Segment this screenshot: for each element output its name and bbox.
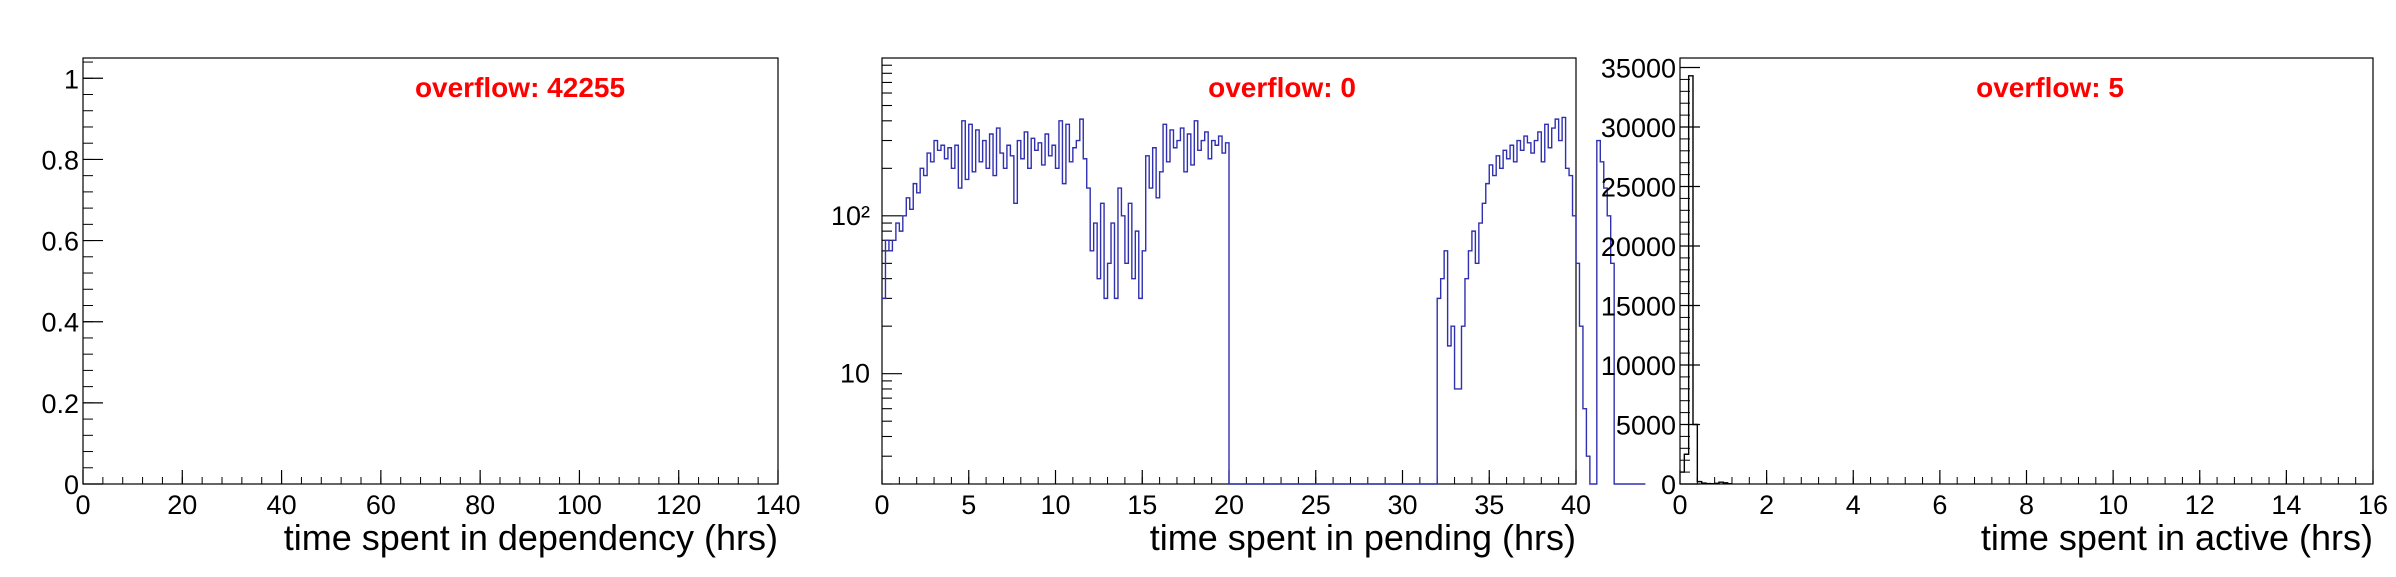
histogram-line [1680, 75, 1732, 485]
x-tick-label: 120 [656, 490, 701, 520]
x-tick-label: 80 [465, 490, 495, 520]
overflow-annotation: overflow: 42255 [415, 72, 625, 103]
x-tick-label: 0 [75, 490, 90, 520]
x-tick-label: 4 [1846, 490, 1861, 520]
y-tick-label: 20000 [1601, 232, 1676, 262]
x-tick-label: 35 [1474, 490, 1504, 520]
y-tick-label: 0.4 [41, 308, 79, 338]
x-tick-label: 60 [366, 490, 396, 520]
x-tick-label: 10 [2098, 490, 2128, 520]
x-tick-label: 40 [1561, 490, 1591, 520]
x-tick-label: 5 [961, 490, 976, 520]
x-tick-label: 20 [1214, 490, 1244, 520]
x-tick-label: 12 [2185, 490, 2215, 520]
plot-frame [1679, 57, 2374, 485]
x-axis-title: time spent in pending (hrs) [1150, 517, 1576, 558]
y-tick-label: 0.8 [41, 145, 79, 175]
y-tick-label: 10000 [1601, 351, 1676, 381]
x-tick-label: 2 [1759, 490, 1774, 520]
x-axis-title: time spent in active (hrs) [1981, 517, 2373, 558]
plot-frame [82, 57, 779, 485]
y-tick-label: 0 [64, 470, 79, 500]
chart-panel-2: 0 5 10 15 20 25 30 35 40 10 10² overflow: 0 time spe… [831, 57, 1646, 558]
x-tick-label: 10 [1040, 490, 1070, 520]
y-tick-label: 15000 [1601, 292, 1676, 322]
y-tick-label: 0 [1661, 470, 1676, 500]
x-tick-label: 0 [874, 490, 889, 520]
x-tick-label: 30 [1387, 490, 1417, 520]
x-tick-label: 100 [557, 490, 602, 520]
y-tick-label: 35000 [1601, 54, 1676, 84]
y-tick-label: 0.2 [41, 389, 79, 419]
x-tick-label: 14 [2271, 490, 2301, 520]
chart-panel-1: 0 20 40 60 80 100 120 140 0 0.2 0.4 0.6 0.8 1 overflow… [41, 57, 801, 558]
x-tick-label: 15 [1127, 490, 1157, 520]
overflow-annotation: overflow: 0 [1208, 72, 1356, 103]
y-tick-label: 25000 [1601, 173, 1676, 203]
x-tick-label: 0 [1672, 490, 1687, 520]
chart-panel-3: 0 2 4 6 8 10 12 14 16 0 5000 10000 15000 20000 25000 30… [1601, 54, 2388, 558]
x-tick-label: 20 [167, 490, 197, 520]
y-tick-label: 0.6 [41, 227, 79, 257]
x-axis-title: time spent in dependency (hrs) [284, 517, 778, 558]
y-tick-label: 30000 [1601, 113, 1676, 143]
x-tick-label: 140 [755, 490, 800, 520]
y-tick-label: 1 [64, 64, 79, 94]
overflow-annotation: overflow: 5 [1976, 72, 2124, 103]
y-tick-label: 5000 [1616, 411, 1676, 441]
y-tick-label: 10 [840, 359, 870, 389]
y-tick-label: 10² [831, 201, 870, 231]
x-tick-label: 25 [1301, 490, 1331, 520]
x-tick-label: 6 [1932, 490, 1947, 520]
x-tick-label: 16 [2358, 490, 2388, 520]
x-tick-label: 8 [2019, 490, 2034, 520]
x-tick-label: 40 [267, 490, 297, 520]
histogram-line [882, 116, 1646, 485]
